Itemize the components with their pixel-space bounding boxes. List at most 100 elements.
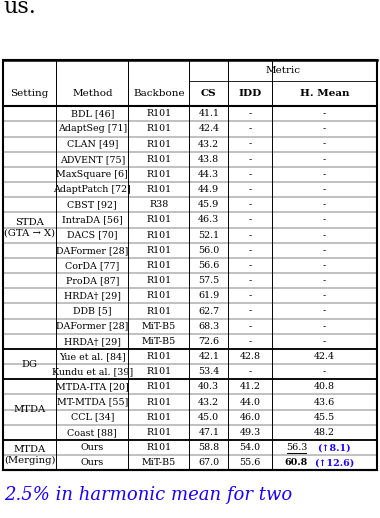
Text: 48.2: 48.2 [314,428,335,437]
Text: -: - [249,170,252,179]
Text: R101: R101 [146,155,171,164]
Text: Coast [88]: Coast [88] [68,428,117,437]
Text: -: - [249,337,252,346]
Text: Ours: Ours [81,458,104,467]
Text: 44.9: 44.9 [198,185,219,194]
Text: MTDA-ITA [20]: MTDA-ITA [20] [56,382,129,392]
Text: 56.0: 56.0 [198,246,219,255]
Text: MTDA
(Merging): MTDA (Merging) [4,445,55,465]
Text: 40.3: 40.3 [198,382,219,392]
Text: -: - [323,307,326,315]
Text: 68.3: 68.3 [198,322,219,330]
Text: AdaptPatch [72]: AdaptPatch [72] [54,185,131,194]
Text: CorDA [77]: CorDA [77] [65,261,120,270]
Text: -: - [323,109,326,118]
Text: -: - [323,367,326,376]
Text: 46.0: 46.0 [239,413,261,422]
Text: IDD: IDD [238,89,262,98]
Text: -: - [323,200,326,209]
Text: R101: R101 [146,231,171,240]
Text: 41.1: 41.1 [198,109,219,118]
Text: 45.9: 45.9 [198,200,219,209]
Text: R101: R101 [146,261,171,270]
Text: -: - [323,124,326,134]
Text: 44.0: 44.0 [239,398,261,407]
Text: 56.6: 56.6 [198,261,220,270]
Text: AdaptSeg [71]: AdaptSeg [71] [58,124,127,134]
Text: R101: R101 [146,382,171,392]
Text: R101: R101 [146,109,171,118]
Text: -: - [249,367,252,376]
Text: -: - [249,140,252,149]
Text: -: - [323,215,326,224]
Text: MiT-B5: MiT-B5 [142,337,176,346]
Text: -: - [249,261,252,270]
Text: 58.8: 58.8 [198,443,219,452]
Text: -: - [249,155,252,164]
Text: ADVENT [75]: ADVENT [75] [60,155,125,164]
Text: -: - [249,322,252,330]
Text: DACS [70]: DACS [70] [67,231,118,240]
Text: -: - [323,231,326,240]
Text: DG: DG [22,359,38,369]
Text: 43.6: 43.6 [314,398,335,407]
Text: R38: R38 [149,200,168,209]
Text: BDL [46]: BDL [46] [71,109,114,118]
Text: us.: us. [4,0,37,18]
Text: Backbone: Backbone [133,89,185,98]
Text: -: - [323,185,326,194]
Text: DAFormer [28]: DAFormer [28] [56,322,128,330]
Text: DDB [5]: DDB [5] [73,307,112,315]
Text: -: - [323,322,326,330]
Text: 43.2: 43.2 [198,140,219,149]
Text: 60.8: 60.8 [285,458,308,467]
Text: ProDA [87]: ProDA [87] [66,276,119,285]
Text: -: - [323,276,326,285]
Text: R101: R101 [146,398,171,407]
Text: Yue et al. [84]: Yue et al. [84] [59,352,126,361]
Text: 43.2: 43.2 [198,398,219,407]
Text: -: - [249,231,252,240]
Text: -: - [249,307,252,315]
Text: 43.8: 43.8 [198,155,219,164]
Text: R101: R101 [146,140,171,149]
Text: -: - [323,291,326,300]
Text: H. Mean: H. Mean [299,89,349,98]
Text: MiT-B5: MiT-B5 [142,458,176,467]
Text: 53.4: 53.4 [198,367,219,376]
Text: 52.1: 52.1 [198,231,219,240]
Text: CBST [92]: CBST [92] [68,200,117,209]
Text: HRDA† [29]: HRDA† [29] [64,291,121,300]
Text: -: - [249,109,252,118]
Text: STDA
(GTA → X): STDA (GTA → X) [4,218,55,237]
Text: -: - [323,261,326,270]
Text: -: - [249,124,252,134]
Text: R101: R101 [146,276,171,285]
Text: 42.4: 42.4 [314,352,335,361]
Text: 44.3: 44.3 [198,170,219,179]
Text: -: - [249,200,252,209]
Text: -: - [323,155,326,164]
Text: 42.4: 42.4 [198,124,219,134]
Text: -: - [323,337,326,346]
Text: -: - [249,276,252,285]
Text: R101: R101 [146,124,171,134]
Text: R101: R101 [146,170,171,179]
Text: R101: R101 [146,185,171,194]
Text: HRDA† [29]: HRDA† [29] [64,337,121,346]
Text: 45.5: 45.5 [314,413,335,422]
Text: 49.3: 49.3 [239,428,261,437]
Text: 41.2: 41.2 [239,382,261,392]
Text: Metric: Metric [266,66,301,75]
Text: MTDA: MTDA [14,405,46,414]
Text: (↑8.1): (↑8.1) [318,443,351,452]
Text: 61.9: 61.9 [198,291,219,300]
Text: (↑12.6): (↑12.6) [314,458,355,467]
Text: MaxSquare [6]: MaxSquare [6] [56,170,128,179]
Text: Kundu et al. [39]: Kundu et al. [39] [52,367,133,376]
Text: -: - [323,170,326,179]
Text: CCL [34]: CCL [34] [71,413,114,422]
Text: 57.5: 57.5 [198,276,219,285]
Text: R101: R101 [146,428,171,437]
Text: 62.7: 62.7 [198,307,219,315]
